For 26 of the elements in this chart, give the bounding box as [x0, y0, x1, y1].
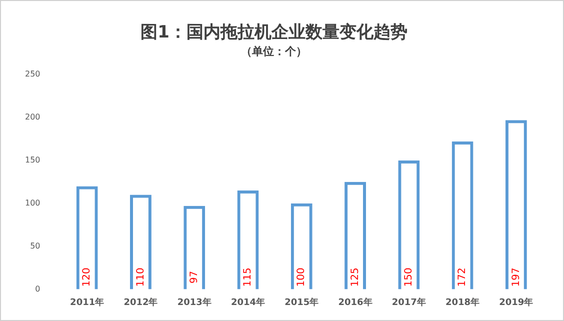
- y-tick-label: 150: [24, 156, 40, 165]
- data-label: 97: [188, 270, 200, 284]
- data-label: 125: [350, 268, 361, 287]
- x-tick-label: 2012年: [124, 296, 158, 308]
- data-label: 172: [457, 268, 468, 287]
- x-tick-label: 2017年: [392, 296, 426, 308]
- y-tick-label: 250: [24, 70, 40, 79]
- x-tick-label: 2018年: [446, 296, 480, 308]
- chart-title: 图1：国内拖拉机企业数量变化趋势: [140, 22, 408, 43]
- y-tick-label: 0: [35, 284, 40, 294]
- x-tick-label: 2014年: [230, 296, 266, 308]
- data-label: 120: [82, 268, 93, 287]
- data-label: 197: [510, 268, 522, 287]
- data-label: 150: [404, 268, 414, 287]
- x-tick-label: 2019年: [499, 296, 534, 308]
- data-label: 110: [135, 268, 146, 287]
- y-tick-label: 100: [24, 198, 40, 208]
- x-tick-label: 2016年: [338, 296, 372, 308]
- x-tick-label: 2011年: [70, 296, 104, 308]
- x-tick-label: 2013年: [177, 296, 212, 308]
- x-tick-label: 2015年: [284, 296, 319, 308]
- chart-subtitle: （单位：个）: [241, 44, 307, 58]
- data-label: 100: [296, 268, 308, 287]
- y-tick-label: 200: [24, 112, 40, 122]
- data-label: 115: [242, 268, 254, 287]
- y-tick-label: 50: [30, 241, 40, 250]
